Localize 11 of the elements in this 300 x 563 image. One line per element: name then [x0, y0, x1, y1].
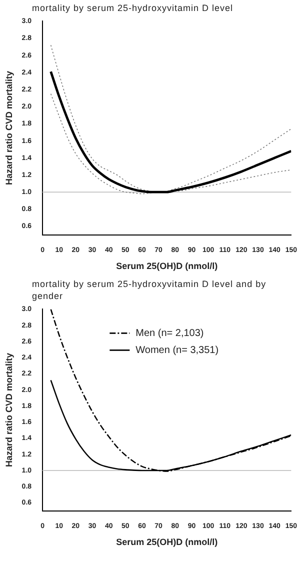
chart-title: mortality by serum 25-hydroxyvitamin D level and by gender [31, 278, 268, 302]
chart-title: mortality by serum 25-hydroxyvitamin D level [31, 2, 234, 14]
x-axis-title: Serum 25(OH)D (nmol/l) [116, 261, 218, 272]
line-series [50, 70, 292, 194]
line-series [50, 44, 292, 192]
legend-label: Women (n= 3,351) [136, 344, 219, 356]
y-axis-title: Hazard ratio CVD mortality [4, 70, 14, 186]
line-series [50, 93, 292, 194]
legend-label: Men (n= 2,103) [136, 328, 204, 339]
x-axis-title: Serum 25(OH)D (nmol/l) [116, 537, 218, 548]
y-axis-title: Hazard ratio CVD mortality [4, 352, 14, 468]
